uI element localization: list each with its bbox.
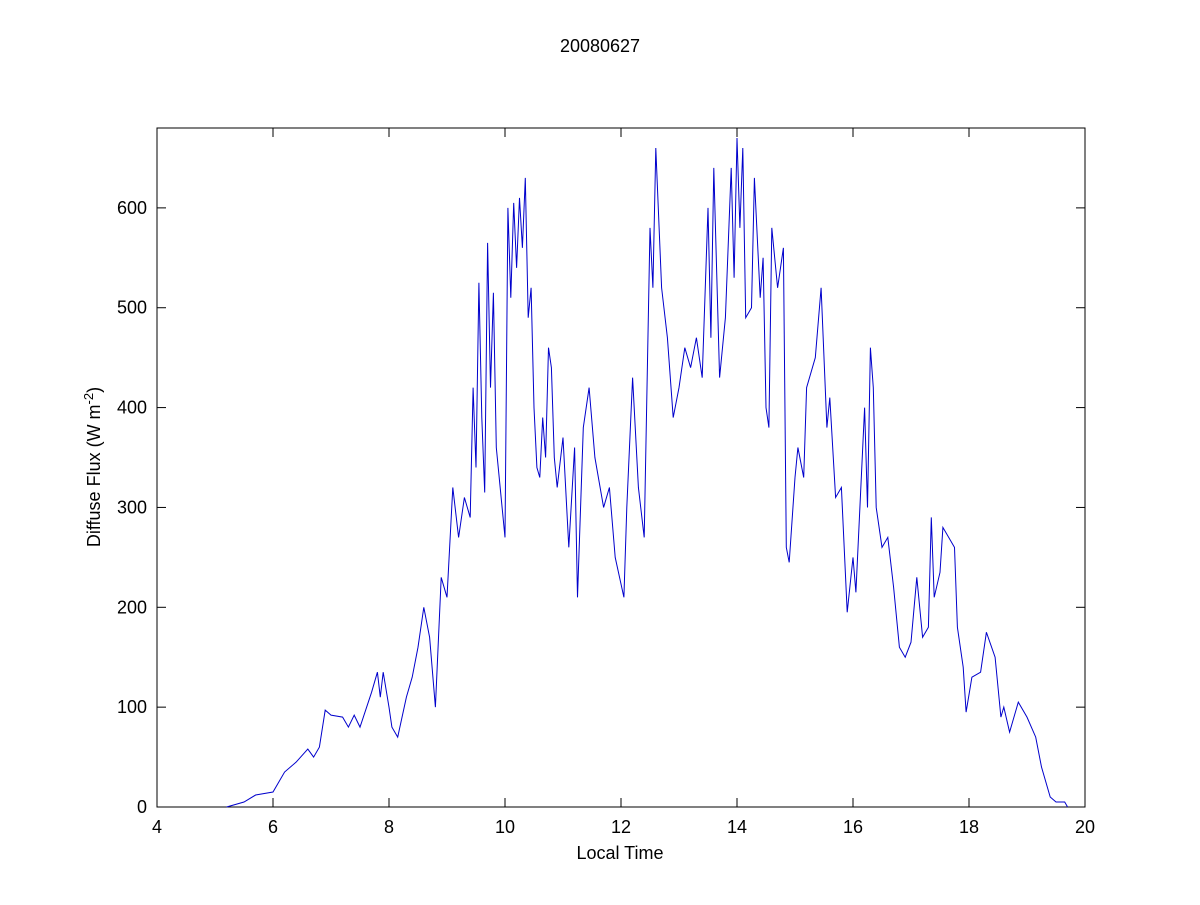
y-label-text: Diffuse Flux (W m (84, 404, 104, 547)
y-tick-label: 500 (117, 298, 147, 318)
x-tick-label: 12 (611, 817, 631, 837)
chart-title: 20080627 (560, 36, 640, 56)
x-axis-label: Local Time (576, 843, 663, 863)
data-line (226, 137, 1069, 808)
x-tick-label: 14 (727, 817, 747, 837)
y-tick-label: 200 (117, 597, 147, 617)
x-tick-label: 6 (268, 817, 278, 837)
plot-frame (156, 127, 1086, 808)
x-tick-label: 8 (384, 817, 394, 837)
x-tick-label: 16 (843, 817, 863, 837)
y-axis-label: Diffuse Flux (W m-2) (81, 387, 104, 547)
y-tick-label: 600 (117, 198, 147, 218)
x-tick-label: 4 (152, 817, 162, 837)
y-tick-label: 300 (117, 497, 147, 517)
y-tick-label: 100 (117, 697, 147, 717)
y-tick-label: 400 (117, 398, 147, 418)
y-label-end: ) (84, 387, 104, 393)
x-tick-label: 10 (495, 817, 515, 837)
y-label-sup: -2 (81, 393, 96, 405)
y-tick-label: 0 (137, 797, 147, 817)
x-tick-label: 18 (959, 817, 979, 837)
x-tick-label: 20 (1075, 817, 1095, 837)
